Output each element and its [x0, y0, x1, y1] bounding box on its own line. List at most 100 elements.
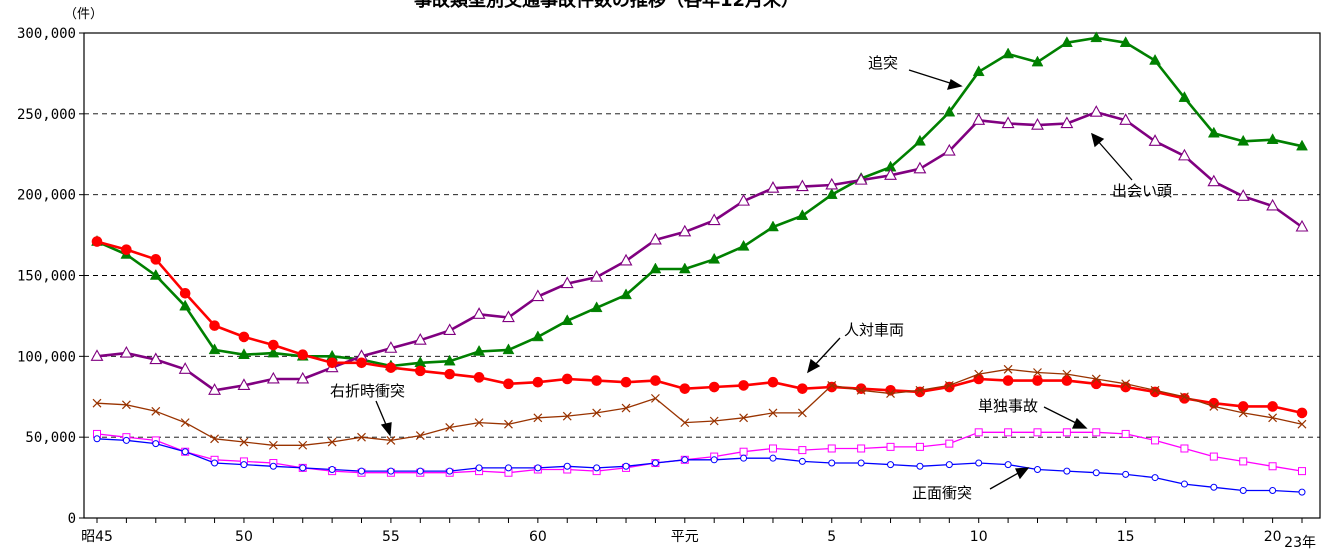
- y-tick-label: 50,000: [25, 430, 76, 446]
- data-point: [504, 419, 513, 429]
- data-point: [975, 459, 983, 467]
- data-point: [299, 464, 307, 472]
- data-point: [1236, 189, 1250, 201]
- series-5: [93, 435, 1306, 496]
- data-point: [1001, 116, 1015, 129]
- data-point: [1062, 369, 1072, 379]
- x-axis-ticks: 昭45 50 55 60 平元 5 10 15 20 23年: [81, 518, 1316, 551]
- series-label-shomen: 正面衝突: [912, 484, 972, 502]
- series-label-arrows: [375, 69, 1133, 490]
- arrow-deaigashira: [1096, 139, 1133, 181]
- data-point: [1295, 219, 1309, 232]
- data-point: [179, 287, 191, 299]
- series-label-tandoku: 単独事故: [978, 397, 1038, 415]
- data-point: [1209, 402, 1219, 411]
- arrowhead-shomen: [1015, 467, 1030, 480]
- series-label-tsuitotsu: 追突: [868, 54, 898, 72]
- data-point: [443, 354, 456, 366]
- arrowhead-tandoku: [1071, 417, 1088, 429]
- data-point: [91, 236, 103, 247]
- data-point: [1180, 392, 1189, 402]
- data-point: [854, 172, 868, 185]
- data-point: [445, 423, 455, 432]
- data-point: [1031, 55, 1044, 67]
- data-point: [1298, 488, 1306, 496]
- x-tick-label: 23年: [1284, 535, 1316, 551]
- data-point: [707, 213, 721, 226]
- data-point: [238, 331, 250, 343]
- series-1: [90, 105, 1309, 395]
- data-point: [884, 168, 897, 180]
- data-point: [531, 289, 545, 302]
- data-point: [208, 343, 221, 355]
- data-point: [856, 385, 866, 395]
- data-point: [296, 371, 310, 384]
- data-point: [504, 464, 512, 472]
- data-point: [239, 437, 249, 447]
- data-point: [1033, 368, 1042, 377]
- data-point: [827, 444, 836, 453]
- data-point: [1237, 401, 1249, 412]
- data-point: [121, 400, 131, 410]
- data-point: [737, 239, 750, 251]
- data-point: [621, 403, 631, 413]
- data-point: [180, 418, 190, 428]
- data-point: [1090, 378, 1102, 390]
- data-point: [828, 459, 836, 467]
- arrowhead-jintaisharyo: [807, 358, 821, 374]
- data-point: [887, 461, 895, 469]
- data-point: [179, 299, 192, 311]
- series-lines: [90, 31, 1309, 496]
- data-point: [534, 464, 542, 472]
- data-point: [590, 269, 604, 282]
- data-point: [825, 188, 838, 199]
- x-tick-label: 平元: [671, 529, 699, 545]
- data-point: [446, 467, 454, 475]
- arrowhead-deaigashira: [1091, 132, 1105, 148]
- arrow-usetsuji: [375, 400, 388, 428]
- data-point: [1266, 198, 1280, 211]
- series-3: [92, 364, 1307, 450]
- data-point: [768, 408, 778, 418]
- data-point: [1119, 113, 1133, 125]
- data-point: [1060, 36, 1073, 47]
- data-point: [1092, 428, 1101, 437]
- data-point: [1267, 401, 1278, 412]
- data-point: [649, 262, 662, 274]
- data-point: [740, 454, 748, 462]
- data-point: [1091, 374, 1101, 384]
- data-point: [1266, 133, 1279, 144]
- data-point: [708, 381, 720, 393]
- data-point: [357, 432, 366, 442]
- data-point: [238, 348, 250, 359]
- arrow-tandoku: [1043, 406, 1079, 425]
- data-point: [1031, 118, 1044, 130]
- data-point: [709, 416, 719, 426]
- data-point: [1002, 375, 1014, 386]
- data-point: [1209, 452, 1218, 461]
- data-point: [916, 462, 924, 470]
- data-point: [562, 411, 572, 421]
- data-point: [356, 357, 367, 369]
- data-point: [326, 357, 338, 369]
- data-point: [1239, 487, 1247, 495]
- data-point: [827, 381, 837, 390]
- data-point: [149, 268, 162, 280]
- data-point: [1151, 474, 1159, 482]
- data-point: [972, 65, 985, 77]
- data-point: [1004, 428, 1013, 437]
- data-point: [269, 462, 277, 470]
- data-point: [1298, 467, 1306, 476]
- data-point: [886, 442, 895, 451]
- data-point: [358, 467, 366, 475]
- y-tick-label: 0: [68, 511, 76, 527]
- data-point: [385, 362, 397, 373]
- data-point: [620, 288, 632, 300]
- x-tick-label: 60: [529, 529, 547, 545]
- data-point: [240, 461, 248, 469]
- data-point: [443, 323, 457, 336]
- data-point: [1210, 483, 1218, 491]
- data-point: [974, 369, 984, 379]
- data-point: [767, 220, 779, 232]
- data-point: [268, 440, 278, 450]
